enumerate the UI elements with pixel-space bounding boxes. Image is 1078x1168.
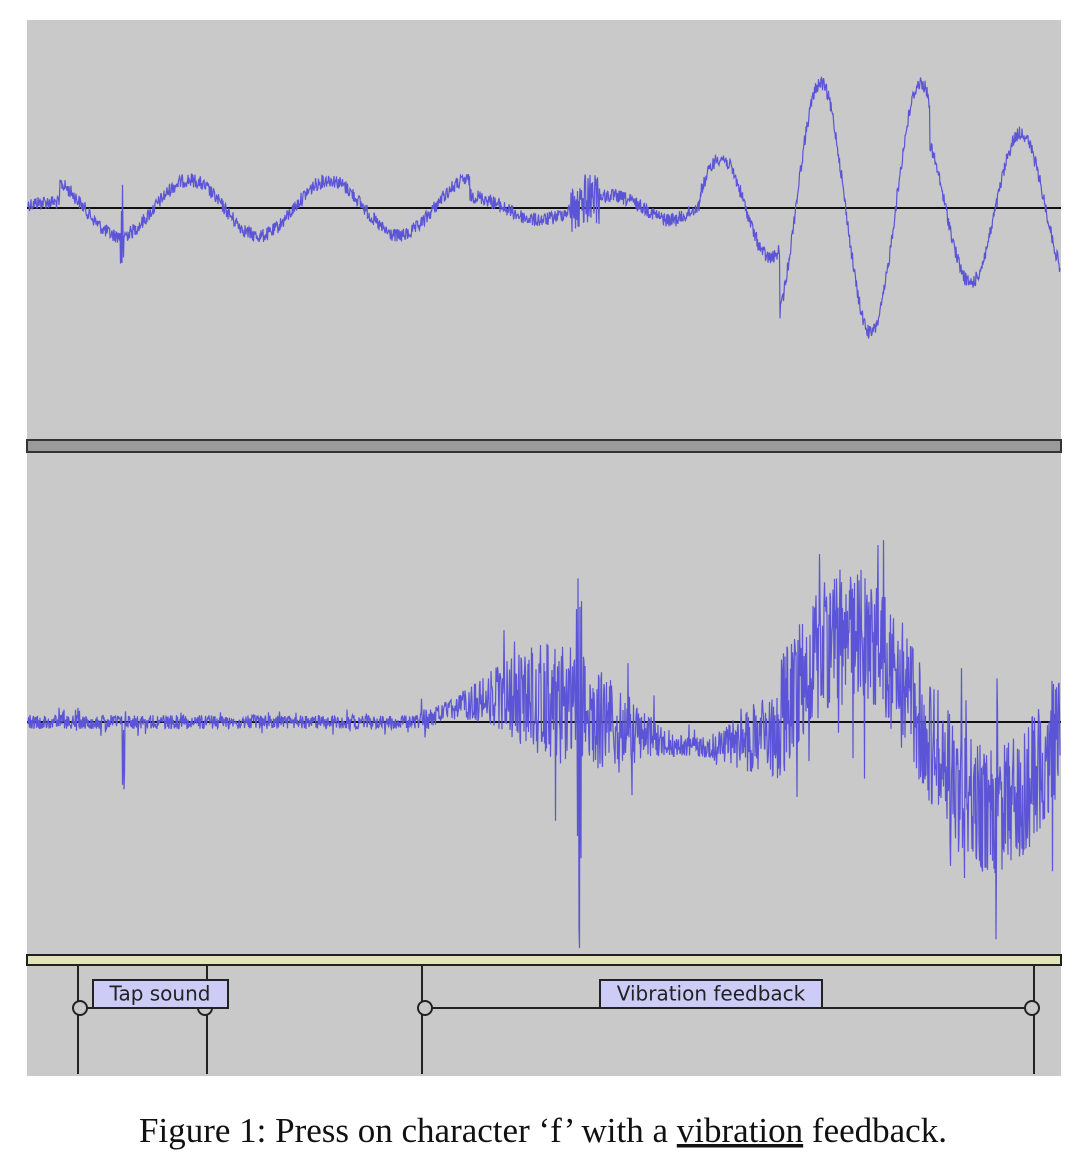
label-box [599, 979, 823, 1009]
label-text: Vibration feedback [617, 982, 806, 1006]
audio-view [27, 20, 1061, 1076]
waveform [27, 540, 1061, 949]
waveform [27, 75, 1061, 339]
label-text: Tap sound [109, 982, 211, 1006]
track-separator [26, 439, 1062, 453]
caption-part: feedback. [803, 1111, 947, 1150]
caption-part: Figure 1: Press on character ‘f’ with a [139, 1111, 677, 1150]
label-box [92, 979, 229, 1009]
track-separator [26, 954, 1062, 966]
caption-part: vibration [677, 1111, 803, 1150]
figure-caption: Figure 1: Press on character ‘f’ with a … [139, 1111, 947, 1150]
waveforms [27, 75, 1061, 949]
